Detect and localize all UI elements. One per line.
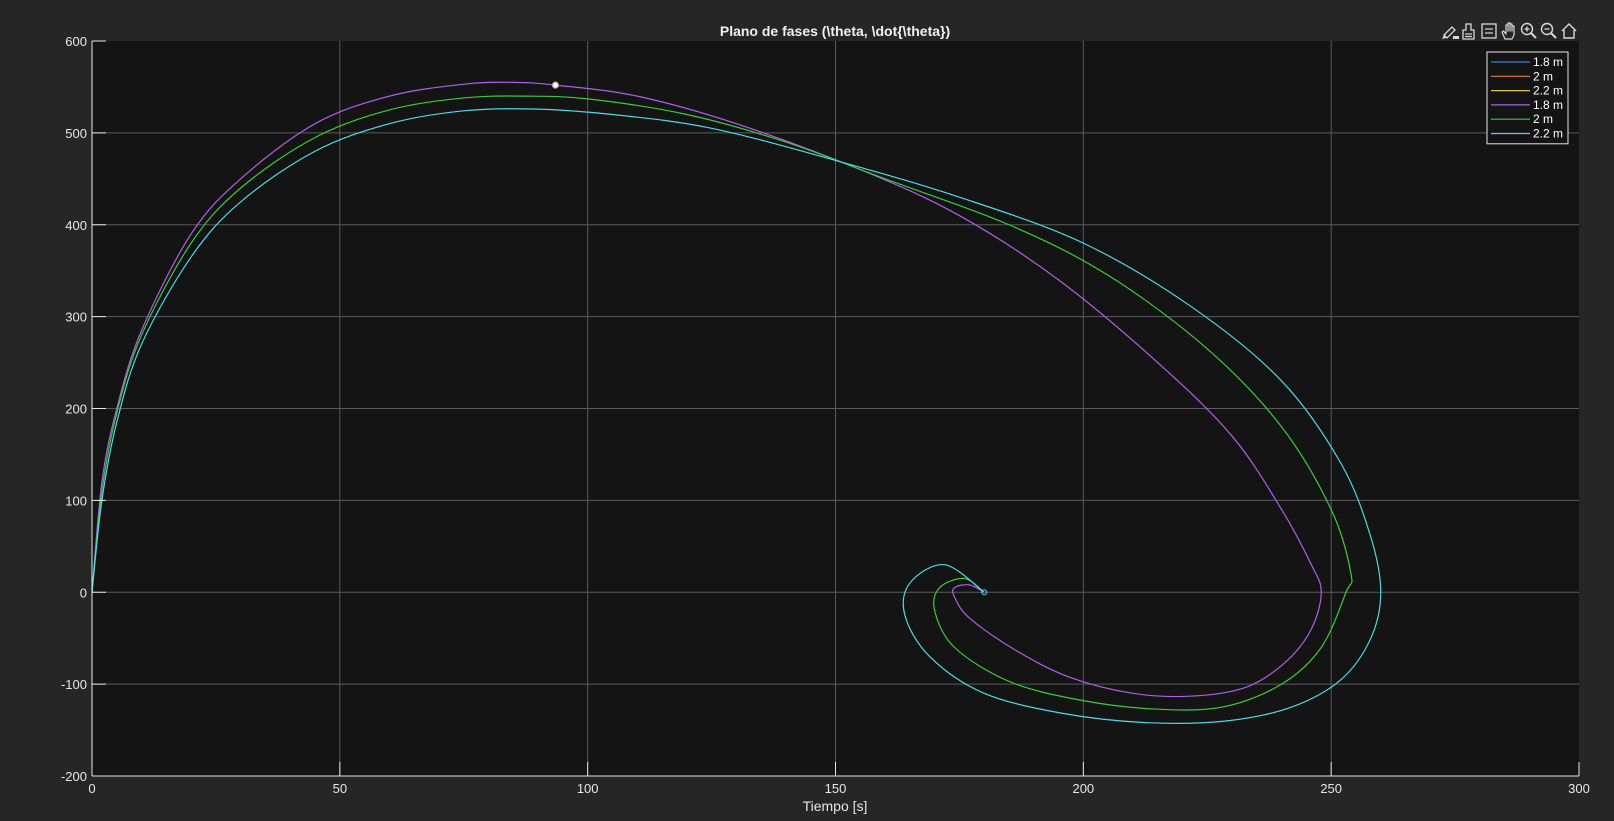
datatip-marker[interactable] bbox=[551, 81, 560, 89]
y-tick-label-5: 300 bbox=[65, 310, 87, 325]
data-tips-icon[interactable] bbox=[1462, 23, 1475, 40]
brush-icon[interactable] bbox=[1442, 26, 1459, 39]
y-tick-label-8: 600 bbox=[65, 34, 87, 49]
x-axis-label: Tiempo [s] bbox=[803, 798, 868, 814]
y-tick-label-4: 200 bbox=[65, 402, 87, 417]
legend-entry-2[interactable]: 2.2 m bbox=[1533, 84, 1563, 98]
spiral-center bbox=[981, 589, 988, 596]
axes-toolbar bbox=[1442, 22, 1577, 40]
x-tick-label-5: 250 bbox=[1320, 781, 1342, 796]
legend-entry-4[interactable]: 2 m bbox=[1533, 112, 1553, 126]
x-tick-label-0: 0 bbox=[88, 781, 95, 796]
chart-title: Plano de fases (\theta, \dot{\theta}) bbox=[720, 23, 950, 39]
legend-entry-0[interactable]: 1.8 m bbox=[1533, 55, 1563, 69]
y-tick-label-7: 500 bbox=[65, 126, 87, 141]
x-tick-label-6: 300 bbox=[1568, 781, 1590, 796]
legend-icon[interactable] bbox=[1481, 23, 1497, 39]
home-icon[interactable] bbox=[1561, 23, 1577, 39]
legend[interactable]: 1.8 m2 m2.2 m1.8 m2 m2.2 m bbox=[1486, 51, 1569, 145]
legend-entry-5[interactable]: 2.2 m bbox=[1533, 127, 1563, 141]
axes-frame bbox=[91, 40, 1580, 777]
legend-entry-1[interactable]: 2 m bbox=[1533, 69, 1553, 83]
legend-box bbox=[1486, 51, 1569, 145]
x-tick-label-1: 50 bbox=[333, 781, 347, 796]
zoom-out-icon[interactable] bbox=[1540, 22, 1557, 39]
series-line-4[interactable] bbox=[91, 95, 1353, 711]
legend-entry-3[interactable]: 1.8 m bbox=[1533, 98, 1563, 112]
pan-icon[interactable] bbox=[1501, 22, 1515, 40]
series-layer bbox=[91, 81, 1382, 724]
y-tick-label-3: 100 bbox=[65, 493, 87, 508]
tick-labels: 0 50 100 150 200 250 300 -200 -100 0 100 200 300 400 5… bbox=[61, 34, 1590, 796]
series-line-3[interactable] bbox=[91, 81, 1322, 698]
x-tick-label-3: 150 bbox=[825, 781, 847, 796]
x-tick-label-2: 100 bbox=[577, 781, 599, 796]
series-line-5[interactable] bbox=[91, 108, 1382, 724]
y-tick-label-6: 400 bbox=[65, 218, 87, 233]
x-tick-label-4: 200 bbox=[1072, 781, 1094, 796]
y-tick-label-0: -200 bbox=[61, 769, 87, 784]
zoom-in-icon[interactable] bbox=[1520, 22, 1537, 39]
grid-lines bbox=[92, 41, 1579, 776]
y-tick-label-1: -100 bbox=[61, 677, 87, 692]
y-tick-label-2: 0 bbox=[80, 585, 87, 600]
